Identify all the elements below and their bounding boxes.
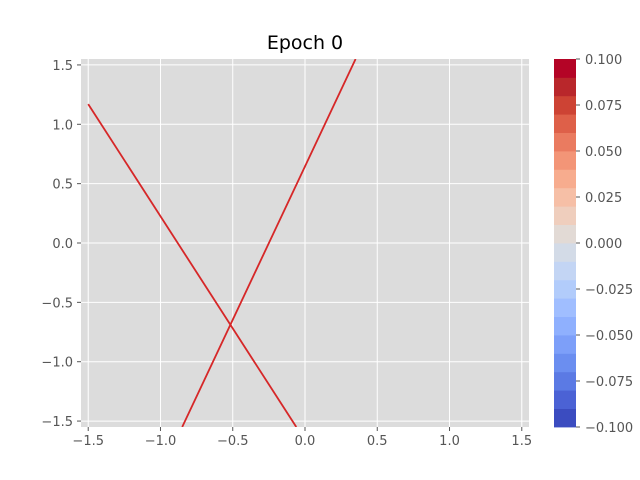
y-tick-label: 0.5 [52,178,73,193]
y-tick-label: −1.0 [41,356,73,371]
y-tick-label: −1.5 [41,415,73,430]
y-tick-label: 0.0 [52,237,73,252]
colorbar-segment [554,95,576,115]
colorbar-tick-label: 0.050 [585,145,622,160]
colorbar: 0.100 0.075 0.050 0.025 0.000 −0.025 −0.050 −0.… [554,53,633,436]
colorbar-segment [554,77,576,97]
x-tick-label: −0.5 [217,434,249,449]
colorbar-segment [554,132,576,152]
colorbar-segment [554,353,576,373]
colorbar-tick-label: −0.075 [585,375,633,390]
colorbar-segment [554,316,576,336]
colorbar-segment [554,187,576,207]
y-tick-label: 1.0 [52,118,73,133]
y-tick-label: −0.5 [41,296,73,311]
x-tick-label: 0.5 [367,434,388,449]
x-tick-label: 1.5 [511,434,532,449]
colorbar-segment [554,261,576,281]
colorbar-segment [554,169,576,189]
x-tick-label: −1.5 [72,434,104,449]
colorbar-segment [554,298,576,317]
colorbar-tick-label: −0.025 [585,283,633,298]
colorbar-tick-label: −0.050 [585,329,633,344]
plot-area: −1.5 −1.0 −0.5 0.0 0.5 1.0 1.5 1.5 1.0 0.5 0.0 −0.5… [41,59,532,449]
colorbar-tick-label: 0.075 [585,99,622,114]
colorbar-segment [554,206,576,225]
colorbar-tick-label: 0.025 [585,191,622,206]
colorbar-tick-label: 0.100 [585,53,622,68]
colorbar-segment [554,279,576,299]
colorbar-segment [554,59,576,78]
chart-title: Epoch 0 [267,32,343,54]
y-tick-label: 1.5 [52,59,73,74]
colorbar-segment [554,335,576,354]
x-tick-label: −1.0 [145,434,177,449]
x-tick-label: 0.0 [295,434,316,449]
colorbar-segment [554,151,576,170]
series-line-2 [181,59,357,427]
colorbar-tick-label: −0.100 [585,421,633,436]
colorbar-segment [554,243,576,262]
colorbar-segment [554,371,576,391]
colorbar-segment [554,114,576,133]
colorbar-segment [554,390,576,409]
colorbar-segment [554,224,576,244]
colorbar-tick-label: 0.000 [585,237,622,252]
colorbar-segment [554,408,576,428]
series-line-1 [87,103,298,427]
x-tick-label: 1.0 [439,434,460,449]
